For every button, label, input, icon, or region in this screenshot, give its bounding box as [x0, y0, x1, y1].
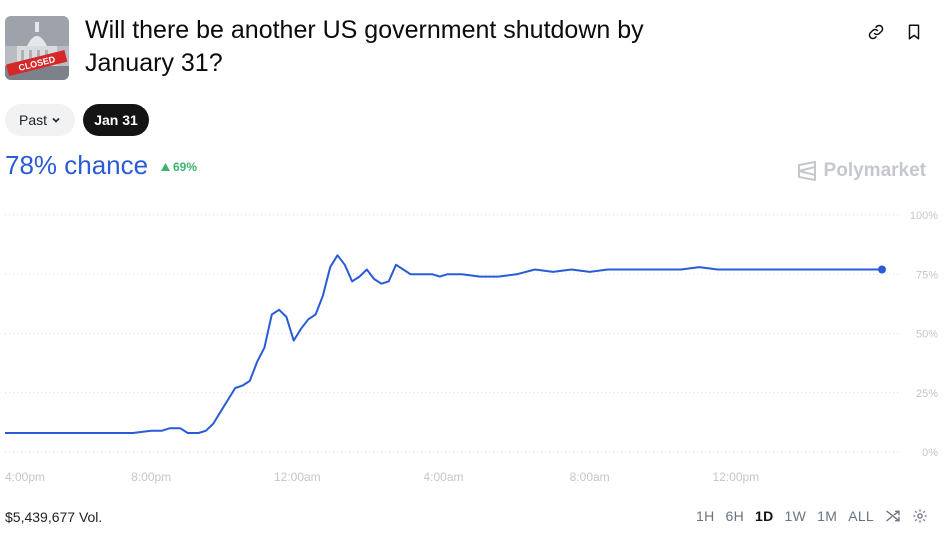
past-dropdown[interactable]: Past: [5, 104, 75, 136]
past-dropdown-label: Past: [18, 112, 47, 128]
market-title: Will there be another US government shut…: [85, 16, 644, 77]
change-indicator: 69%: [161, 160, 197, 174]
chance-label: 78% chance: [5, 150, 149, 180]
y-tick-label: 0%: [922, 447, 938, 459]
settings-gear-icon[interactable]: [912, 508, 928, 524]
triangle-up-icon: [161, 163, 170, 171]
range-selector: 1H 6H 1D 1W 1M ALL: [696, 508, 928, 524]
y-tick-label: 25%: [916, 388, 938, 400]
polymarket-logo: Polymarket: [797, 160, 926, 182]
y-tick-label: 75%: [916, 269, 938, 281]
x-tick-label: 12:00pm: [712, 470, 759, 484]
probability-line: [5, 254, 882, 434]
probability-chart: 100% 75% 50% 25% 0% 4:00pm 8:00pm 12:00am 4:00am…: [5, 210, 938, 484]
header-actions: [866, 22, 924, 42]
y-tick-label: 100%: [910, 210, 938, 222]
current-point-marker: [878, 265, 886, 274]
y-tick-label: 50%: [916, 329, 938, 341]
range-1h[interactable]: 1H: [696, 508, 715, 524]
range-1m[interactable]: 1M: [817, 508, 838, 524]
change-value: 69%: [173, 160, 198, 174]
x-tick-label: 4:00pm: [5, 470, 45, 484]
range-all[interactable]: ALL: [848, 508, 874, 524]
market-thumbnail: CLOSED: [5, 16, 69, 80]
bookmark-icon[interactable]: [904, 22, 924, 42]
x-tick-label: 4:00am: [423, 470, 463, 484]
range-1d[interactable]: 1D: [755, 508, 774, 524]
link-icon[interactable]: [866, 22, 886, 42]
chevron-down-icon: [52, 117, 60, 123]
volume-label: $5,439,677 Vol.: [5, 509, 103, 525]
x-tick-label: 12:00am: [274, 470, 321, 484]
brand-name: Polymarket: [823, 160, 926, 181]
x-tick-label: 8:00pm: [131, 470, 171, 484]
x-tick-label: 8:00am: [570, 470, 610, 484]
shuffle-icon[interactable]: [885, 508, 901, 524]
range-6h[interactable]: 6H: [725, 508, 745, 524]
date-pill-selected[interactable]: Jan 31: [83, 104, 149, 136]
polymarket-logo-icon: [797, 161, 816, 181]
range-1w[interactable]: 1W: [784, 508, 807, 524]
